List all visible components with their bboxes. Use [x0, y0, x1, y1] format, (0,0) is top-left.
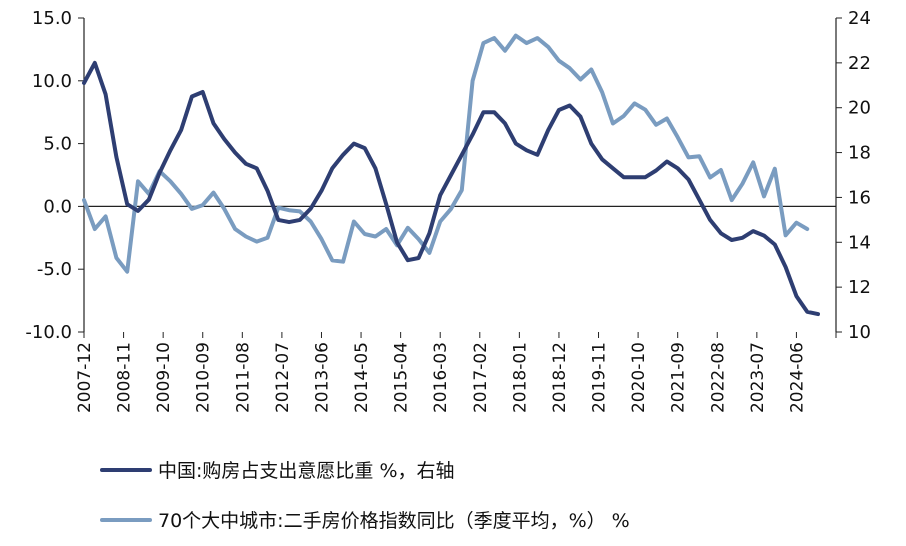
right-tick-label: 20 — [848, 98, 871, 119]
legend-label-purchase-intention: 中国:购房占支出意愿比重 %，右轴 — [158, 460, 455, 482]
left-tick-label: 0.0 — [43, 196, 72, 217]
legend-item-purchase-intention: 中国:购房占支出意愿比重 %，右轴 — [100, 456, 455, 483]
right-tick-label: 24 — [848, 8, 871, 29]
x-tick-label: 2007-12 — [75, 342, 95, 413]
right-tick-label: 16 — [848, 187, 871, 208]
x-tick-label: 2018-01 — [510, 342, 530, 413]
left-tick-label: 10.0 — [32, 71, 72, 92]
x-tick-label: 2016-03 — [431, 342, 451, 413]
legend-label-price-index: 70个大中城市:二手房价格指数同比（季度平均，%） % — [158, 510, 630, 532]
x-tick-label: 2010-09 — [194, 342, 214, 413]
x-tick-label: 2017-02 — [471, 342, 491, 413]
x-tick-label: 2014-05 — [352, 342, 372, 413]
x-tick-label: 2023-07 — [748, 342, 768, 413]
legend-swatch-dark — [100, 467, 152, 472]
x-tick-label: 2008-11 — [115, 342, 135, 413]
x-tick-label: 2024-06 — [787, 342, 807, 413]
x-tick-label: 2012-07 — [273, 342, 293, 413]
left-tick-label: -10.0 — [25, 322, 72, 343]
x-tick-label: 2018-12 — [550, 342, 570, 413]
x-tick-label: 2019-11 — [590, 342, 610, 413]
left-tick-label: 15.0 — [32, 8, 72, 29]
x-tick-label: 2011-08 — [233, 342, 253, 413]
series-line-price-index — [82, 33, 810, 274]
x-tick-label: 2009-10 — [154, 342, 174, 413]
x-tick-label: 2015-04 — [392, 342, 412, 413]
legend-item-price-index: 70个大中城市:二手房价格指数同比（季度平均，%） % — [100, 506, 630, 533]
right-tick-label: 22 — [848, 53, 871, 74]
x-tick-label: 2013-06 — [312, 342, 332, 413]
left-tick-label: -5.0 — [37, 259, 72, 280]
x-tick-label: 2020-10 — [629, 342, 649, 413]
legend-swatch-light — [100, 517, 152, 522]
x-tick-label: 2021-09 — [669, 342, 689, 413]
left-tick-label: 5.0 — [43, 134, 72, 155]
right-tick-label: 18 — [848, 143, 871, 164]
series-line-purchase-intention — [82, 60, 820, 317]
right-tick-label: 14 — [848, 232, 871, 253]
right-tick-label: 10 — [848, 322, 871, 343]
right-tick-label: 12 — [848, 277, 871, 298]
x-tick-label: 2022-08 — [708, 342, 728, 413]
